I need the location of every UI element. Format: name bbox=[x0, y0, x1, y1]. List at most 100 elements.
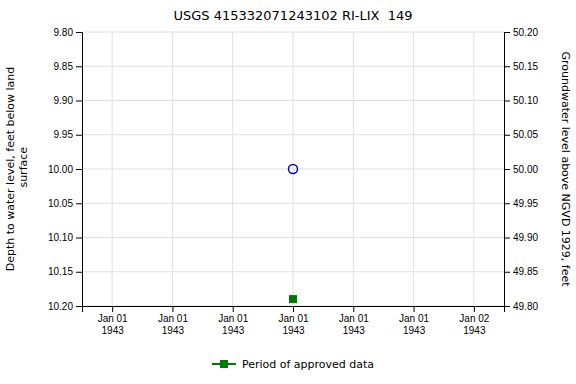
tick: 49.90 bbox=[504, 232, 538, 243]
tick-label-line: Jan 02 bbox=[459, 313, 489, 324]
tick-label-line: Jan 01 bbox=[98, 313, 128, 324]
tick-label-line: 1943 bbox=[343, 325, 366, 336]
tick: 50.05 bbox=[504, 129, 538, 140]
tick-mark bbox=[76, 238, 82, 239]
legend-marker bbox=[220, 361, 227, 368]
point bbox=[289, 165, 298, 174]
marks bbox=[289, 165, 298, 303]
tick-label: 50.00 bbox=[513, 164, 538, 175]
grid-line bbox=[473, 32, 474, 306]
tick-label: 10.20 bbox=[48, 301, 73, 312]
tick-mark bbox=[504, 101, 510, 102]
tick-label-line: 1943 bbox=[282, 325, 305, 336]
tick: Jan 011943 bbox=[218, 306, 248, 336]
tick-label: 10.15 bbox=[48, 266, 73, 277]
tick: 10.00 bbox=[48, 164, 82, 175]
tick: Jan 011943 bbox=[339, 306, 369, 336]
chart: Jan 011943Jan 011943Jan 011943Jan 011943… bbox=[0, 0, 576, 384]
legend: Period of approved data bbox=[212, 358, 374, 371]
tick-label: Jan 021943 bbox=[459, 313, 489, 336]
tick-label: 49.80 bbox=[513, 301, 538, 312]
tick: 50.15 bbox=[504, 61, 538, 72]
tick: Jan 011943 bbox=[98, 306, 128, 336]
plot: Jan 011943Jan 011943Jan 011943Jan 011943… bbox=[48, 27, 538, 336]
tick-label: 10.00 bbox=[48, 164, 73, 175]
tick-label-line: 1943 bbox=[222, 325, 245, 336]
y2-axis: 50.20 50.15 50.10 50.05 50.00 49.95 49.90 49.85… bbox=[504, 27, 538, 312]
tick-mark bbox=[504, 32, 510, 33]
tick-label-line: Jan 01 bbox=[278, 313, 308, 324]
tick-label: 9.90 bbox=[54, 95, 74, 106]
tick-label: Jan 011943 bbox=[339, 313, 369, 336]
tick: 49.95 bbox=[504, 198, 538, 209]
tick-mark bbox=[233, 306, 234, 312]
tick-mark bbox=[414, 306, 415, 312]
tick-label: 9.85 bbox=[54, 61, 74, 72]
tick-mark bbox=[76, 135, 82, 136]
tick-mark bbox=[172, 306, 173, 312]
tick-mark bbox=[504, 66, 510, 67]
point bbox=[290, 296, 297, 303]
tick: 10.20 bbox=[48, 301, 82, 312]
tick-mark bbox=[504, 238, 510, 239]
tick-label: 49.95 bbox=[513, 198, 538, 209]
tick-label-line: 1943 bbox=[403, 325, 426, 336]
tick-label-line: 1943 bbox=[162, 325, 185, 336]
grid-line bbox=[232, 32, 233, 306]
tick: 49.80 bbox=[504, 301, 538, 312]
axis-line bbox=[505, 33, 511, 307]
tick-mark bbox=[504, 272, 510, 273]
y-axis-label-line: surface bbox=[17, 147, 30, 191]
tick-label: 10.05 bbox=[48, 198, 73, 209]
tick-label: 10.10 bbox=[48, 232, 73, 243]
y-axis-label: Depth to water level, feet below land su… bbox=[4, 67, 30, 272]
tick-label-line: Jan 01 bbox=[399, 313, 429, 324]
grid bbox=[82, 32, 504, 306]
tick-label: Jan 011943 bbox=[98, 313, 128, 336]
axis-line bbox=[83, 307, 505, 313]
tick: 10.10 bbox=[48, 232, 82, 243]
tick-label-line: Jan 01 bbox=[218, 313, 248, 324]
tick: Jan 011943 bbox=[399, 306, 429, 336]
tick: 9.90 bbox=[54, 95, 82, 106]
tick: 10.05 bbox=[48, 198, 82, 209]
tick-label: 9.80 bbox=[54, 27, 74, 38]
x-axis: Jan 011943Jan 011943Jan 011943Jan 011943… bbox=[83, 306, 505, 336]
tick-label-line: 1943 bbox=[463, 325, 486, 336]
tick: 9.85 bbox=[54, 61, 82, 72]
tick-mark bbox=[504, 135, 510, 136]
tick: 50.20 bbox=[504, 27, 538, 38]
tick: Jan 021943 bbox=[459, 306, 489, 336]
tick-label: Jan 011943 bbox=[158, 313, 188, 336]
tick-mark bbox=[76, 203, 82, 204]
tick-label-line: Jan 01 bbox=[158, 313, 188, 324]
tick-label: 49.85 bbox=[513, 266, 538, 277]
tick-mark bbox=[474, 306, 475, 312]
title: USGS 415332071243102 RI-LIX 149 bbox=[173, 8, 412, 23]
tick: Jan 011943 bbox=[278, 306, 308, 336]
tick: 9.80 bbox=[54, 27, 82, 38]
tick: 50.10 bbox=[504, 95, 538, 106]
tick-label: 49.90 bbox=[513, 232, 538, 243]
tick-label: 50.15 bbox=[513, 61, 538, 72]
tick-mark bbox=[76, 306, 82, 307]
tick-mark bbox=[504, 169, 510, 170]
tick-mark bbox=[293, 306, 294, 312]
tick-label-line: 1943 bbox=[102, 325, 125, 336]
tick-mark bbox=[353, 306, 354, 312]
grid-line bbox=[112, 32, 113, 306]
tick-label: Jan 011943 bbox=[399, 313, 429, 336]
grid-line bbox=[172, 32, 173, 306]
grid-line bbox=[413, 32, 414, 306]
tick-mark bbox=[76, 101, 82, 102]
y-axis: 9.80 9.85 9.90 9.95 10.00 10.05 10.10 10.15 10.2… bbox=[48, 27, 83, 312]
tick-label: Jan 011943 bbox=[218, 313, 248, 336]
tick-mark bbox=[76, 66, 82, 67]
tick: Jan 011943 bbox=[158, 306, 188, 336]
tick-label: 50.05 bbox=[513, 129, 538, 140]
legend-item: Period of approved data bbox=[212, 358, 374, 371]
tick: 49.85 bbox=[504, 266, 538, 277]
tick-mark bbox=[76, 272, 82, 273]
tick-label: 9.95 bbox=[54, 129, 74, 140]
axis-line bbox=[76, 33, 83, 307]
